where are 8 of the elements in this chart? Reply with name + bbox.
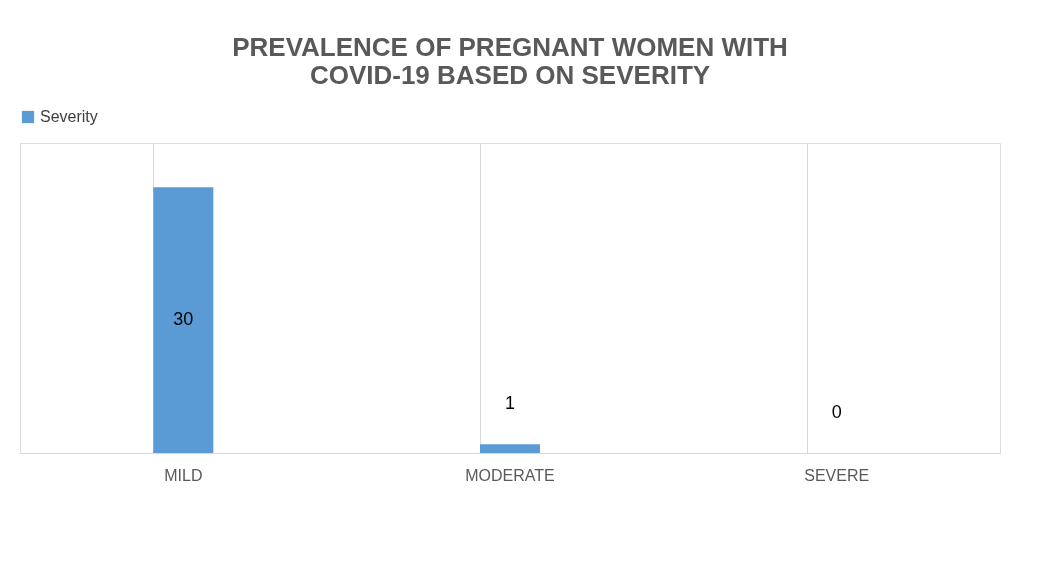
data-label: 30 (173, 309, 194, 330)
chart-title: PREVALENCE OF PREGNANT WOMEN WITH COVID-19 BASED ON SEVERITY (232, 32, 788, 90)
x-tick-label: MODERATE (465, 466, 555, 484)
x-tick-label: SEVERE (804, 466, 870, 484)
data-label: 0 (831, 402, 842, 422)
x-tick-label: MILD (164, 466, 203, 484)
legend-label: Severity (40, 108, 98, 125)
data-label: 1 (504, 393, 516, 414)
